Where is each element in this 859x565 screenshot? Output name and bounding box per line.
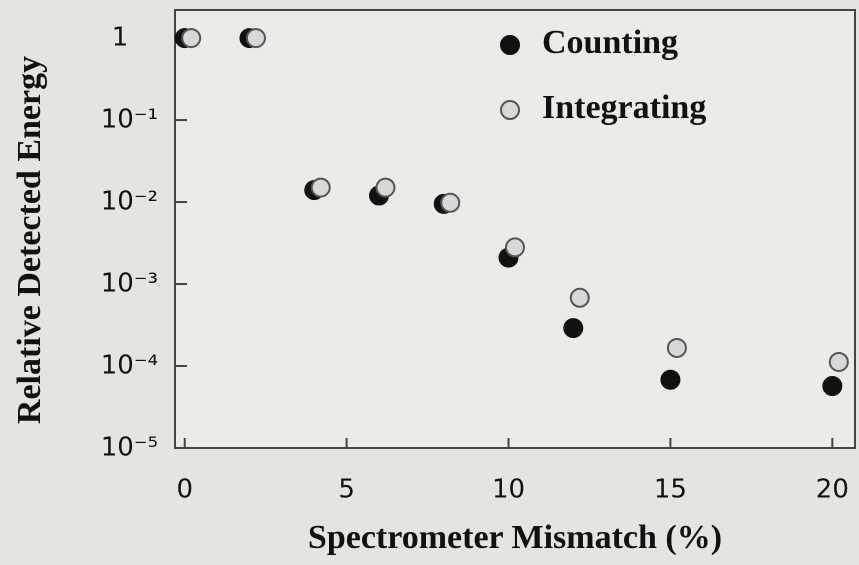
legend-marker	[500, 35, 520, 55]
legend-label: Counting	[542, 24, 678, 61]
x-axis-title: Spectrometer Mismatch (%)	[308, 519, 722, 556]
y-tick-label: 10⁻³	[101, 269, 158, 299]
point	[245, 28, 266, 49]
point	[660, 369, 681, 390]
y-tick-label: 10⁻⁵	[101, 433, 158, 463]
y-tick-label: 10⁻⁴	[101, 351, 158, 381]
legend-marker	[500, 100, 520, 120]
legend-label: Integrating	[542, 89, 706, 126]
point	[375, 177, 396, 198]
x-tick-label: 0	[176, 475, 193, 505]
point	[666, 337, 687, 358]
point	[440, 192, 461, 213]
point	[310, 177, 331, 198]
y-tick-label: 10⁻²	[101, 187, 158, 217]
point	[505, 237, 525, 258]
y-tick-label: 10⁻¹	[101, 105, 158, 135]
plot-frame	[174, 9, 856, 449]
point	[563, 318, 584, 339]
point	[822, 376, 843, 397]
y-tick-label: 1	[112, 23, 129, 53]
point	[569, 287, 590, 308]
x-tick-label: 10	[492, 475, 525, 505]
y-axis-title: Relative Detected Energy	[11, 56, 48, 424]
x-tick-label: 5	[338, 475, 355, 505]
x-tick-label: 15	[654, 475, 687, 505]
point	[181, 28, 202, 49]
point	[828, 351, 849, 372]
x-tick-label: 20	[816, 475, 849, 505]
